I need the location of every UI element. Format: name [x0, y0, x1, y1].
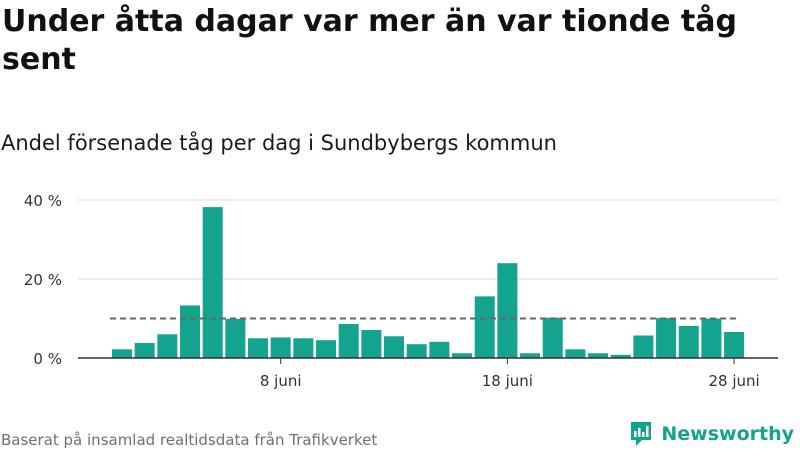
bar: [112, 349, 132, 358]
bar: [678, 326, 699, 358]
bar: [724, 331, 745, 358]
bar: [452, 353, 473, 358]
x-tick-label: 28 juni: [708, 372, 759, 390]
bar: [202, 207, 223, 358]
bar: [406, 344, 427, 358]
bar: [520, 353, 541, 358]
bar: [338, 324, 359, 358]
bar: [316, 340, 337, 358]
source-note: Baserat på insamlad realtidsdata från Tr…: [1, 431, 378, 449]
bar: [656, 318, 677, 358]
x-tick-label: 8 juni: [260, 372, 302, 390]
x-axis: 8 juni 18 juni 28 juni: [78, 357, 778, 390]
bars: [112, 207, 745, 358]
y-axis-labels: 0 % 20 % 40 %: [24, 192, 62, 368]
bar: [134, 342, 155, 358]
bar: [384, 336, 405, 358]
brand-name: Newsworthy: [661, 423, 794, 445]
gridlines: [78, 199, 778, 280]
y-tick-label: 40 %: [24, 192, 62, 210]
bar: [248, 338, 269, 358]
bar: [497, 263, 518, 358]
bar: [633, 335, 654, 358]
bar: [157, 334, 178, 358]
bar: [293, 338, 314, 358]
bar: [610, 354, 631, 358]
chart-title: Under åtta dagar var mer än var tionde t…: [2, 4, 737, 77]
bar: [180, 305, 201, 358]
bar: [565, 349, 586, 358]
bar: [429, 341, 450, 358]
x-tick-label: 18 juni: [482, 372, 533, 390]
bar: [474, 296, 495, 358]
newsworthy-logo-icon: [631, 422, 652, 446]
chart-subtitle: Andel försenade tåg per dag i Sundbyberg…: [1, 131, 557, 155]
bar: [361, 329, 382, 358]
bar: [588, 353, 609, 358]
bar-chart: 0 % 20 % 40 % 8 juni 18 juni 28 juni: [24, 192, 778, 390]
bar: [270, 337, 291, 358]
y-tick-label: 20 %: [24, 271, 62, 289]
bar: [225, 318, 246, 358]
bar: [542, 317, 563, 358]
y-tick-label: 0 %: [33, 350, 62, 368]
bar: [701, 318, 722, 358]
brand-logo[interactable]: Newsworthy: [629, 420, 794, 448]
